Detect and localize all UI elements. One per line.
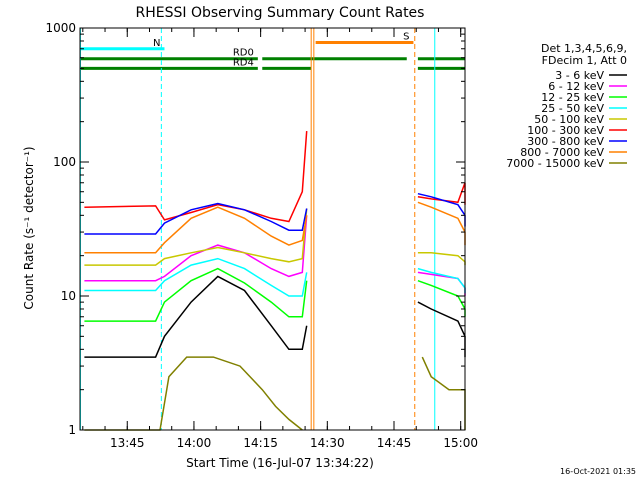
y-tick-label: 1 <box>68 423 76 437</box>
x-tick-label: 13:45 <box>110 436 145 450</box>
y-tick-label: 100 <box>53 155 76 169</box>
legend-entry-label: 300 - 800 keV <box>527 135 604 148</box>
series-line <box>84 215 308 282</box>
legend-entry-label: 6 - 12 keV <box>548 80 604 93</box>
x-tick-label: 14:00 <box>177 436 212 450</box>
legend: Det 1,3,4,5,6,9, FDecim 1, Att 0 3 - 6 k… <box>506 42 627 170</box>
x-axis: 13:45 14:00 14:15 14:30 14:45 15:00 <box>82 28 478 450</box>
series-line <box>84 206 308 254</box>
legend-entry-label: 100 - 300 keV <box>527 124 604 137</box>
x-axis-label: Start Time (16-Jul-07 13:34:22) <box>186 456 374 470</box>
series-line <box>84 356 303 431</box>
series-line <box>84 131 308 223</box>
legend-header-1: Det 1,3,4,5,6,9, <box>541 42 627 55</box>
timestamp: 16-Oct-2021 01:35 <box>560 467 636 476</box>
series-line <box>417 279 466 317</box>
flag-label: RD4 <box>233 57 254 68</box>
attenuator-lines <box>79 28 466 430</box>
legend-entry-label: 7000 - 15000 keV <box>506 157 604 170</box>
legend-entry-label: 800 - 7000 keV <box>520 146 604 159</box>
series-lines <box>84 131 466 431</box>
series-line <box>417 182 466 205</box>
y-tick-label: 1000 <box>45 21 76 35</box>
series-line <box>417 271 466 296</box>
flag-label: S <box>403 31 409 42</box>
legend-entry-label: 12 - 25 keV <box>541 91 604 104</box>
series-line <box>84 202 308 235</box>
series-line <box>421 356 466 430</box>
series-line <box>417 252 466 266</box>
legend-entry-label: 3 - 6 keV <box>555 69 604 82</box>
x-tick-label: 14:45 <box>377 436 412 450</box>
series-line <box>417 301 466 358</box>
legend-entry-label: 50 - 100 keV <box>534 113 604 126</box>
series-line <box>84 275 308 358</box>
x-tick-label: 14:30 <box>310 436 345 450</box>
series-line <box>84 257 308 297</box>
legend-entry-label: 25 - 50 keV <box>541 102 604 115</box>
x-tick-label: 15:00 <box>443 436 478 450</box>
series-line <box>84 208 308 266</box>
y-axis: 1 10 100 1000 <box>45 21 465 437</box>
y-tick-label: 10 <box>61 289 76 303</box>
y-axis-label: Count Rate (s⁻¹ detector⁻¹) <box>22 146 36 309</box>
flag-label: RD0 <box>233 48 254 59</box>
chart-title: RHESSI Observing Summary Count Rates <box>136 5 425 21</box>
series-line <box>417 201 466 246</box>
x-tick-label: 14:15 <box>243 436 278 450</box>
plot-frame <box>79 27 466 431</box>
series-line <box>84 267 308 322</box>
flag-label: N <box>153 38 160 49</box>
legend-header-2: FDecim 1, Att 0 <box>542 54 627 67</box>
